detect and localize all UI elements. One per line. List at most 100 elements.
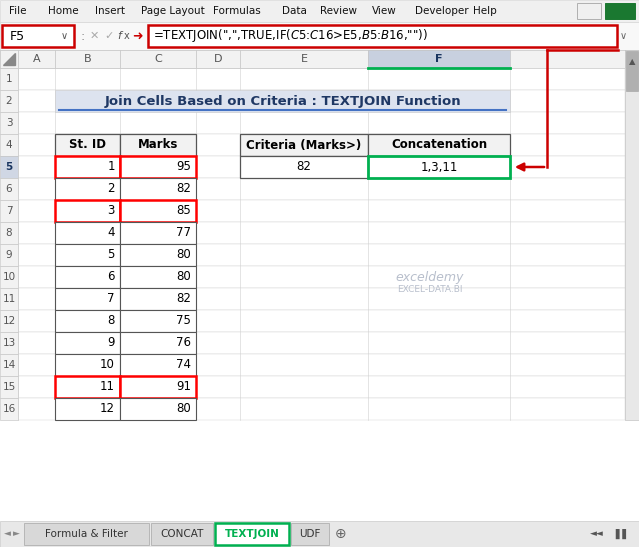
Text: View: View [372,6,397,16]
Bar [120,398,196,420]
Bar [0,50,625,68]
Bar [120,50,196,68]
Bar [55,354,120,376]
Text: 5: 5 [107,248,115,261]
Bar [55,178,120,200]
Bar [18,354,625,376]
Bar [18,112,625,134]
Bar [0,222,18,244]
Bar [0,200,18,222]
Text: 15: 15 [3,382,15,392]
Bar [120,376,196,398]
Bar [0,68,18,90]
Bar [18,398,625,420]
Text: Developer: Developer [415,6,468,16]
Text: 5: 5 [5,162,13,172]
Text: 2: 2 [107,183,115,195]
Bar [18,244,625,266]
Bar [55,332,120,354]
Text: ➜: ➜ [132,30,142,43]
Text: EXCEL-DATA.BI: EXCEL-DATA.BI [397,286,463,294]
Bar [18,156,625,178]
Bar [18,222,625,244]
Text: 11: 11 [3,294,15,304]
Text: CONCAT: CONCAT [160,529,204,539]
Text: 2: 2 [6,96,12,106]
Bar [18,68,625,90]
Bar [55,288,120,310]
Text: A: A [33,54,40,64]
Bar [0,288,18,310]
Text: ∨: ∨ [619,31,627,41]
Text: 6: 6 [107,271,115,283]
Bar [120,310,196,332]
Bar [0,0,639,22]
Bar [240,156,368,178]
Bar [0,376,18,398]
Bar [18,134,625,156]
Text: Insert: Insert [95,6,125,16]
Text: ⊕: ⊕ [335,527,347,541]
Text: 75: 75 [176,315,191,328]
Bar [120,222,196,244]
Bar [0,134,18,156]
Text: ▲: ▲ [629,57,635,67]
Text: ▐▐: ▐▐ [612,529,626,539]
Bar [215,523,289,545]
Text: D: D [214,54,222,64]
Text: 7: 7 [107,293,115,306]
Text: TEXTJOIN: TEXTJOIN [224,529,279,539]
Bar [148,25,617,47]
Text: Data: Data [282,6,307,16]
Text: 16: 16 [3,404,15,414]
Bar [120,178,196,200]
Text: Help: Help [473,6,497,16]
Text: =TEXTJOIN(",",TRUE,IF($C$5:$C$16>E5,$B$5:$B$16,"")): =TEXTJOIN(",",TRUE,IF($C$5:$C$16>E5,$B$5… [153,27,428,44]
Text: 10: 10 [100,358,115,371]
Bar [0,50,18,68]
Text: 3: 3 [6,118,12,128]
Text: 1,3,11: 1,3,11 [420,160,458,173]
Bar [0,90,18,112]
Bar [18,310,625,332]
Bar [0,22,639,50]
Text: Concatenation: Concatenation [391,138,487,152]
Text: 77: 77 [176,226,191,240]
Text: F5: F5 [10,30,25,43]
Text: B: B [84,54,91,64]
Text: Marks: Marks [138,138,178,152]
Text: 12: 12 [3,316,15,326]
Bar [120,134,196,156]
Text: Join Cells Based on Criteria : TEXTJOIN Function: Join Cells Based on Criteria : TEXTJOIN … [104,95,461,108]
Bar [0,332,18,354]
Text: 9: 9 [6,250,12,260]
Bar [18,288,625,310]
Bar [0,112,18,134]
Text: 6: 6 [6,184,12,194]
Bar [0,354,18,376]
Text: 7: 7 [6,206,12,216]
Bar [55,222,120,244]
Text: 13: 13 [3,338,15,348]
Bar [0,178,18,200]
Text: Page Layout: Page Layout [141,6,204,16]
Bar [0,398,18,420]
Text: Review: Review [320,6,357,16]
Text: Criteria (Marks>): Criteria (Marks>) [247,138,362,152]
Text: C: C [154,54,162,64]
Bar [55,90,510,112]
Bar [55,134,120,156]
Text: 12: 12 [100,403,115,416]
Text: ◄: ◄ [4,529,10,538]
Bar [24,523,149,545]
Bar [55,50,120,68]
Text: 82: 82 [176,293,191,306]
Bar [2,25,74,47]
Bar [18,178,625,200]
Bar [0,521,639,547]
Text: ►: ► [13,529,19,538]
Bar [120,354,196,376]
Text: ✕: ✕ [90,31,100,41]
Bar [240,50,368,68]
Text: E: E [300,54,307,64]
